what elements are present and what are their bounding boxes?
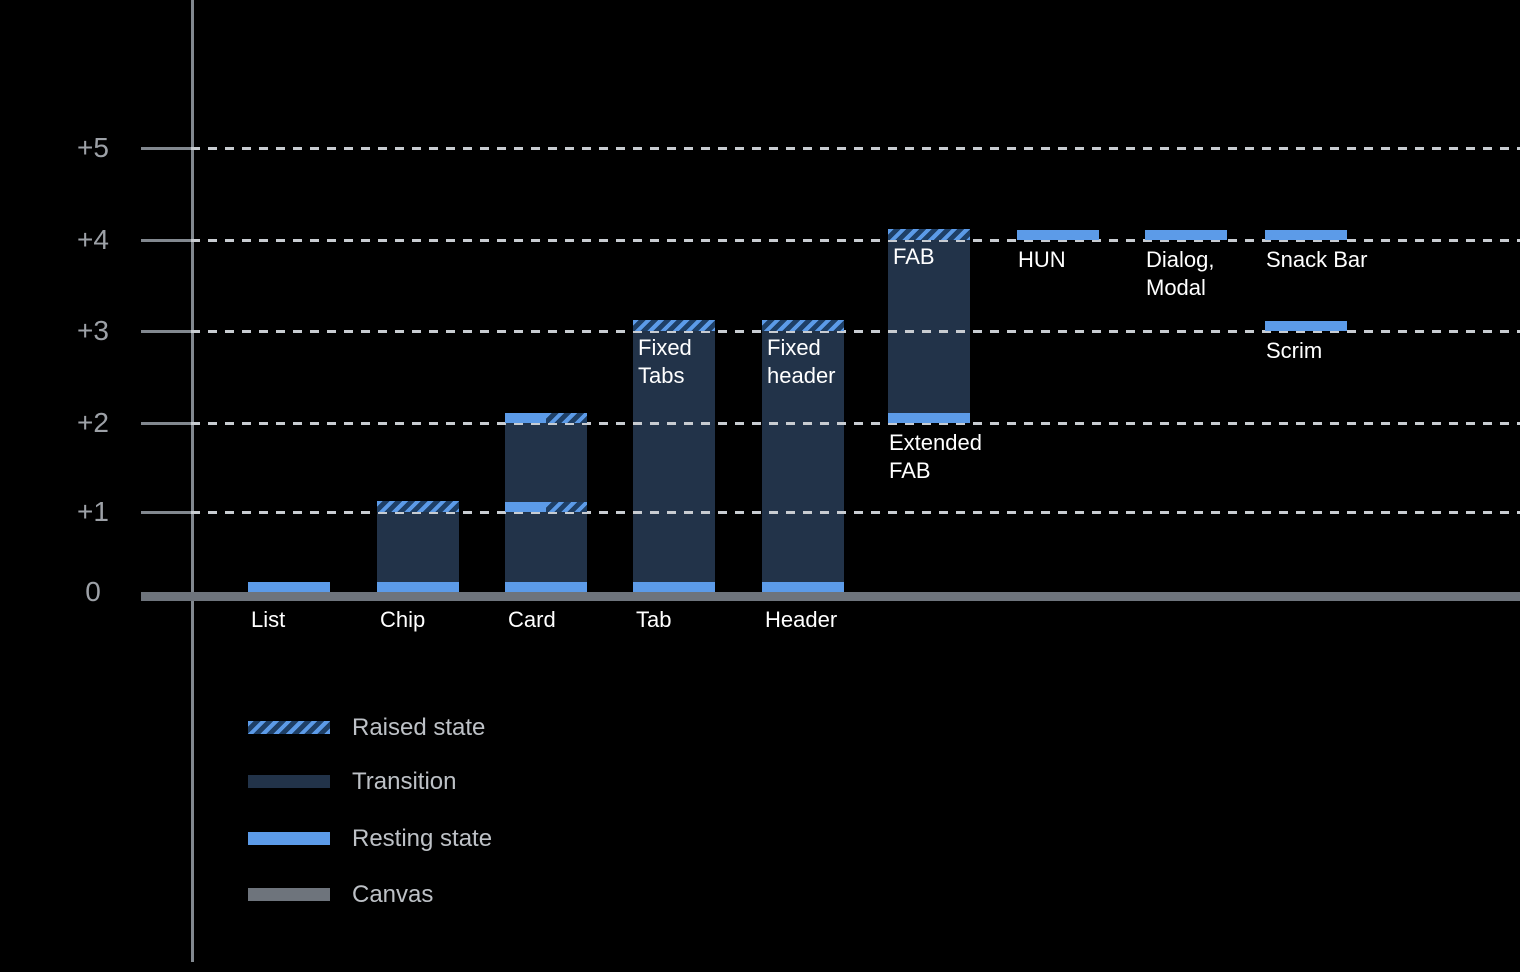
bar-header-resting	[762, 582, 844, 592]
gridline-plus-5	[191, 147, 1520, 150]
bar-card-raised-at-2	[546, 413, 587, 423]
gridline-plus-1	[191, 511, 1520, 514]
bar-header-raised	[762, 320, 844, 331]
bar-card-resting-at-2	[505, 413, 546, 423]
bar-card-resting-at-1	[505, 502, 546, 512]
x-axis-label-list: List	[251, 607, 286, 632]
x-axis-label-header: Header	[765, 607, 838, 632]
bar-annotation-top-fab-extended-fab: FAB	[893, 244, 935, 269]
bar-annotation-below-fab-extended-fab: Extended FAB	[889, 430, 982, 483]
legend-label-raised: Raised state	[352, 714, 486, 741]
y-axis-tick-+3	[141, 330, 194, 333]
y-axis-tick-+4	[141, 239, 194, 242]
bar-card-raised-at-1	[546, 502, 587, 512]
bar-scrim-resting	[1265, 321, 1347, 331]
bar-annotation-below-snack-bar: Snack Bar	[1266, 247, 1368, 272]
bar-list-resting	[248, 582, 330, 592]
y-tick-label-+1: +1	[77, 496, 109, 527]
bar-hun-resting	[1017, 230, 1099, 240]
legend-label-canvas: Canvas	[352, 881, 434, 908]
bar-annotation-top-tab: Fixed Tabs	[638, 335, 692, 388]
bar-chip-raised	[377, 501, 459, 512]
bar-card-transition	[505, 512, 587, 582]
gridline-plus-3	[191, 330, 1520, 333]
gridline-plus-4	[191, 239, 1520, 242]
y-axis-tick-+5	[141, 147, 194, 150]
x-axis-label-card: Card	[508, 607, 556, 632]
x-axis-label-chip: Chip	[380, 607, 426, 632]
bar-annotation-below-scrim: Scrim	[1266, 338, 1323, 363]
bar-annotation-top-header: Fixed header	[767, 335, 836, 388]
y-tick-label-+2: +2	[77, 407, 109, 438]
bar-tab-resting	[633, 582, 715, 592]
bar-annotation-below-dialog-modal: Dialog, Modal	[1146, 247, 1215, 300]
y-tick-label-+3: +3	[77, 315, 109, 346]
bar-dialog-modal-resting	[1145, 230, 1227, 240]
bar-header-transition	[762, 331, 844, 582]
bar-fab-extended-fab-raised	[888, 229, 970, 240]
bar-tab-transition	[633, 331, 715, 582]
legend-swatch-transition	[248, 775, 330, 788]
y-axis-line	[191, 0, 194, 962]
bar-snack-bar-resting	[1265, 230, 1347, 240]
gridline-plus-2	[191, 422, 1520, 425]
legend-swatch-canvas	[248, 888, 330, 901]
bar-card-transition	[505, 423, 587, 502]
bar-chip-transition	[377, 512, 459, 582]
x-axis-label-tab: Tab	[636, 607, 672, 632]
bar-annotation-below-hun: HUN	[1018, 247, 1066, 272]
legend-swatch-resting	[248, 832, 330, 845]
y-tick-label-+4: +4	[77, 224, 109, 255]
y-axis-tick-+1	[141, 511, 194, 514]
legend-swatch-raised	[248, 721, 330, 734]
canvas-baseline	[141, 592, 1520, 601]
bar-chip-resting	[377, 582, 459, 592]
y-tick-label-+5: +5	[77, 132, 109, 163]
y-axis-tick-+2	[141, 422, 194, 425]
legend-label-resting: Resting state	[352, 825, 493, 852]
legend-label-transition: Transition	[352, 768, 457, 795]
bar-fab-extended-fab-transition	[888, 240, 970, 413]
bar-card-resting	[505, 582, 587, 592]
bar-fab-extended-fab-resting	[888, 413, 970, 423]
bar-tab-raised	[633, 320, 715, 331]
y-tick-label-0: 0	[85, 576, 101, 607]
